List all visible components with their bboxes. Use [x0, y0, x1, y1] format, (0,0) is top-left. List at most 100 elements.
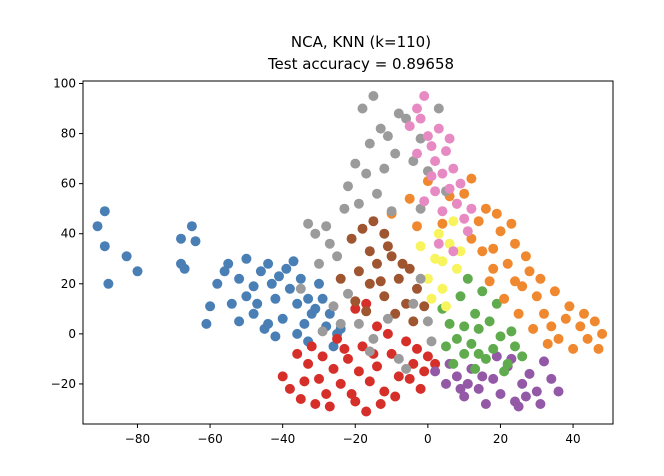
data-point-blue [299, 318, 310, 329]
data-point-orange [513, 308, 524, 319]
data-point-purple [513, 401, 524, 412]
data-point-green [444, 318, 455, 329]
data-point-green [455, 291, 466, 302]
data-point-purple [495, 389, 506, 399]
data-point-orange [499, 293, 510, 304]
x-tick-label: −20 [343, 432, 368, 446]
data-point-red [292, 348, 303, 359]
data-point-blue [132, 266, 143, 277]
data-point-brown [364, 278, 375, 289]
data-point-orange [575, 321, 586, 332]
data-point-red [422, 351, 433, 362]
data-point-brown [382, 241, 393, 252]
data-point-red [401, 336, 412, 347]
data-point-red [357, 341, 368, 352]
data-point-blue [292, 298, 303, 309]
data-point-pink [412, 148, 422, 159]
data-point-blue [328, 341, 339, 352]
data-point-gray [382, 131, 393, 142]
x-tick-label: 20 [493, 432, 508, 446]
data-point-gray [415, 273, 426, 284]
axis-ticks: −80 −60 −40 −20 0 20 40 −20 0 20 40 60 80 100 [51, 77, 581, 446]
data-point-green [480, 353, 491, 364]
data-point-red [295, 394, 306, 404]
data-point-red [321, 389, 332, 399]
data-point-gray [343, 181, 353, 192]
data-point-orange [488, 243, 499, 254]
data-point-gray [328, 301, 339, 312]
data-point-orange [520, 251, 531, 262]
data-point-purple [462, 378, 473, 389]
data-point-purple [451, 371, 462, 382]
data-point-gray [310, 228, 321, 239]
data-point-orange [466, 173, 477, 184]
data-point-gray [364, 346, 375, 357]
data-point-blue [234, 273, 245, 284]
data-point-brown [408, 316, 419, 327]
data-point-orange [560, 313, 571, 324]
data-point-gray [372, 188, 382, 199]
data-point-orange [546, 321, 557, 332]
data-point-red [335, 378, 346, 389]
data-point-yellow [441, 301, 451, 312]
data-point-yellow [415, 241, 426, 252]
data-point-gray [408, 156, 419, 167]
data-point-blue [186, 221, 197, 232]
y-tick-label: 0 [68, 327, 76, 341]
data-point-pink [441, 146, 451, 157]
data-point-blue [205, 301, 216, 312]
data-point-blue [121, 251, 132, 262]
data-point-brown [350, 296, 361, 307]
data-point-purple [520, 391, 531, 402]
data-point-green [459, 321, 470, 332]
data-point-orange [564, 301, 575, 312]
data-point-blue [99, 241, 110, 252]
data-point-orange [542, 338, 553, 349]
data-point-pink [433, 238, 444, 249]
data-point-orange [412, 221, 422, 232]
data-point-red [328, 363, 339, 374]
data-point-purple [480, 399, 491, 409]
data-point-orange [495, 226, 506, 237]
data-point-blue [248, 308, 259, 319]
data-point-orange [491, 208, 502, 219]
data-point-brown [368, 216, 379, 227]
data-point-red [390, 391, 401, 402]
data-point-orange [597, 328, 608, 339]
data-point-gray [375, 123, 386, 134]
y-tick-label: 80 [61, 127, 76, 141]
data-point-purple [491, 351, 502, 362]
data-point-gray [379, 163, 390, 174]
data-point-blue [324, 308, 335, 319]
data-point-orange [553, 333, 564, 344]
data-point-orange [517, 281, 528, 292]
data-point-red [350, 396, 361, 407]
data-point-yellow [437, 256, 448, 267]
data-point-gray [433, 103, 444, 114]
data-point-gray [353, 198, 364, 209]
data-point-red [430, 358, 441, 369]
data-point-pink [437, 168, 448, 179]
data-point-orange [510, 238, 520, 249]
data-point-brown [335, 273, 346, 284]
data-point-blue [103, 278, 114, 289]
data-point-gray [426, 336, 437, 347]
x-tick-label: −80 [125, 432, 150, 446]
data-point-red [415, 383, 426, 394]
data-point-blue [263, 258, 274, 269]
data-point-gray [357, 103, 368, 114]
data-point-red [419, 366, 430, 377]
data-point-green [495, 331, 506, 342]
data-point-green [459, 348, 470, 359]
data-point-purple [539, 356, 549, 367]
data-point-green [506, 326, 517, 337]
y-tick-label: 100 [53, 77, 76, 91]
data-point-blue [284, 283, 295, 294]
data-point-blue [270, 293, 281, 304]
data-point-red [339, 343, 350, 354]
data-point-blue [226, 298, 237, 309]
data-point-red [310, 399, 321, 409]
y-tick-label: 60 [61, 177, 76, 191]
data-point-pink [415, 113, 426, 124]
